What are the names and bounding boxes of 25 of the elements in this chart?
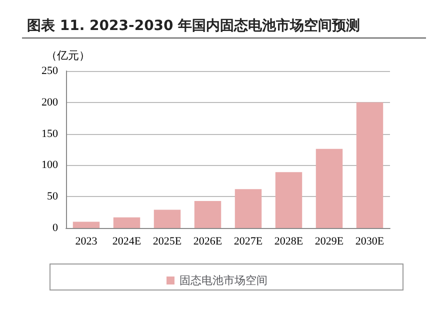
- x-tick-label: 2025E: [152, 236, 182, 248]
- y-tick-label: 100: [42, 159, 58, 172]
- bar: [194, 200, 222, 228]
- x-tick-label: 2026E: [193, 236, 222, 248]
- bar: [316, 148, 343, 228]
- bar: [275, 172, 302, 228]
- bar: [356, 102, 384, 228]
- x-tick-label: 2028E: [274, 236, 304, 248]
- y-axis-title: （亿元）: [46, 49, 90, 62]
- y-tick-label: 150: [42, 128, 58, 140]
- y-tick-label: 200: [42, 96, 58, 108]
- x-tick-label: 2024E: [112, 236, 142, 248]
- x-tick-label: 2030E: [355, 236, 384, 248]
- bar: [154, 210, 181, 228]
- x-tick-label: 2023: [75, 236, 98, 248]
- x-tick-label: 2027E: [234, 236, 263, 248]
- y-tick-label: 50: [47, 190, 58, 203]
- chart-title: 图表 11. 2023-2030 年国内固态电池市场空间预测: [27, 17, 360, 34]
- y-tick-label: 0: [52, 222, 58, 234]
- bar: [113, 217, 140, 228]
- y-tick-label: 250: [42, 65, 58, 77]
- bar: [234, 189, 262, 228]
- bar: [72, 222, 100, 228]
- legend-label: 固态电池市场空间: [180, 274, 268, 287]
- x-tick-label: 2029E: [314, 236, 344, 248]
